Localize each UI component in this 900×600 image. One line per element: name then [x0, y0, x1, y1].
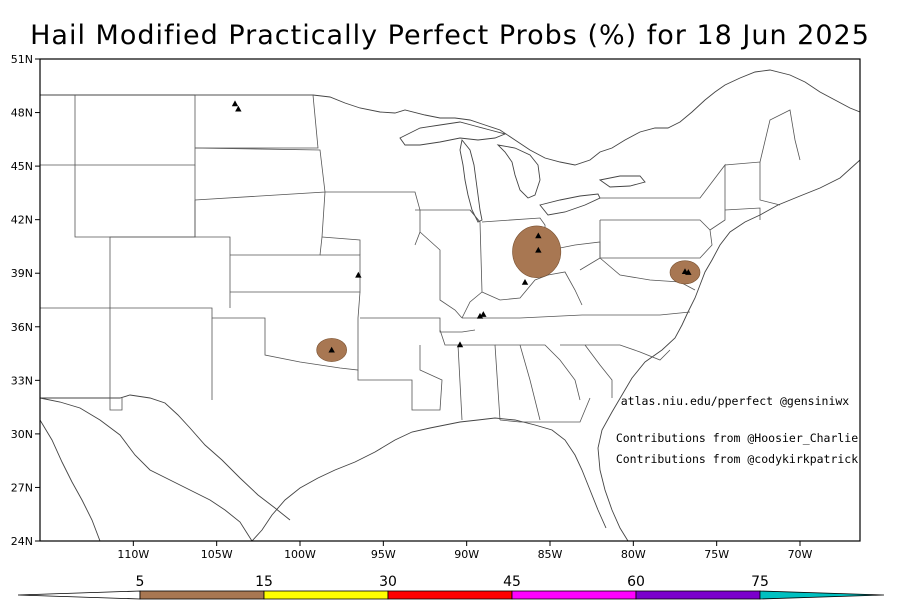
lat-tick-label: 39N	[11, 267, 33, 280]
lake-huron	[496, 144, 541, 199]
latitude-ticks: 51N 48N 45N 42N 39N 36N 33N 30N 27N 24N	[11, 53, 40, 548]
credits: atlas.niu.edu/pperfect @gensiniwx Contri…	[616, 394, 858, 466]
colorbar: 5 15 30 45 60 75	[17, 574, 885, 600]
lat-tick-label: 33N	[11, 374, 33, 387]
credit-line-1: atlas.niu.edu/pperfect @gensiniwx	[621, 394, 850, 408]
mexico-border	[40, 394, 291, 521]
map-frame	[39, 58, 861, 542]
lat-tick-label: 36N	[11, 321, 33, 334]
colorbar-label: 5	[136, 574, 145, 590]
lat-tick-label: 27N	[11, 481, 33, 494]
lake-ontario	[598, 175, 646, 188]
lat-tick-label: 30N	[11, 428, 33, 441]
colorbar-bin	[511, 590, 637, 600]
credit-line-3: Contributions from @codykirkpatrick	[616, 452, 858, 466]
lat-tick-label: 48N	[11, 107, 33, 120]
hail-report-marker	[535, 232, 542, 239]
lon-tick-label: 100W	[284, 548, 316, 561]
hail-report-marker	[685, 269, 692, 275]
probability-regions	[316, 225, 701, 362]
hail-report-marker	[476, 312, 484, 319]
lon-tick-label: 95W	[371, 548, 396, 561]
basemap	[40, 69, 860, 541]
credit-line-2: Contributions from @Hoosier_Charlie	[616, 431, 858, 445]
gulf-coast	[40, 397, 607, 541]
hail-report-marker	[231, 100, 239, 107]
hail-reports	[231, 100, 692, 353]
hail-report-marker	[480, 311, 487, 317]
hail-report-marker	[328, 346, 335, 353]
lon-tick-label: 90W	[454, 548, 479, 561]
lat-tick-label: 45N	[11, 160, 33, 173]
colorbar-bin	[17, 590, 141, 600]
colorbar-bin	[263, 590, 389, 600]
map-title: Hail Modified Practically Perfect Probs …	[30, 20, 870, 51]
lake-erie	[539, 193, 601, 216]
colorbar-label: 60	[627, 574, 645, 590]
colorbar-label: 15	[255, 574, 273, 590]
hail-report-marker	[456, 341, 464, 348]
hail-report-marker	[521, 278, 529, 285]
colorbar-label: 30	[379, 574, 397, 590]
colorbar-bin	[635, 590, 761, 600]
lon-tick-label: 75W	[704, 548, 729, 561]
state-borders	[40, 94, 801, 423]
colorbar-bin	[759, 590, 885, 600]
canada-border	[40, 69, 860, 166]
longitude-ticks: 110W 105W 100W 95W 90W 85W 80W 75W 70W	[117, 541, 813, 561]
lat-tick-label: 24N	[11, 535, 33, 548]
lon-tick-label: 110W	[117, 548, 149, 561]
colorbar-label: 75	[751, 574, 769, 590]
colorbar-label: 45	[503, 574, 521, 590]
lon-tick-label: 80W	[621, 548, 646, 561]
east-coast	[597, 159, 860, 541]
hail-report-marker	[235, 105, 242, 112]
hail-report-marker	[535, 246, 542, 253]
lon-tick-label: 105W	[201, 548, 233, 561]
lat-tick-label: 51N	[11, 53, 33, 66]
pacific-coast	[40, 419, 101, 541]
lake-superior	[399, 121, 507, 146]
lon-tick-label: 85W	[538, 548, 563, 561]
colorbar-bin	[387, 590, 513, 600]
lon-tick-label: 70W	[788, 548, 813, 561]
lat-tick-label: 42N	[11, 214, 33, 227]
lake-michigan	[459, 138, 483, 223]
colorbar-bin	[139, 590, 265, 600]
hail-report-marker	[355, 271, 362, 278]
